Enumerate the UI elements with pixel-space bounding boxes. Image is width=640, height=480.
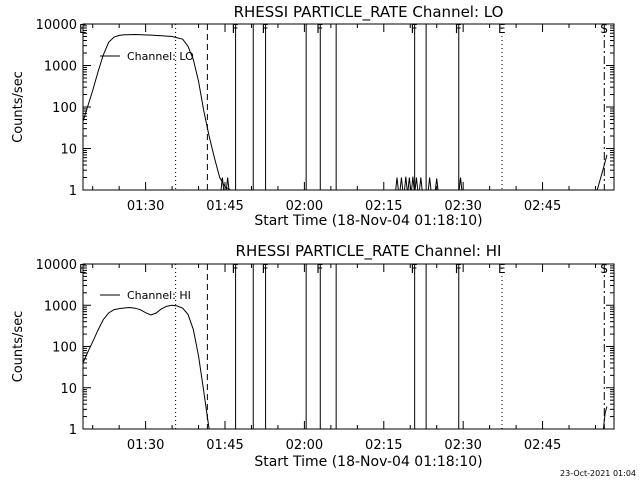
annotation-flag: F [316,22,323,36]
chart-title: RHESSI PARTICLE_RATE Channel: LO [234,3,504,22]
x-tick-label: 02:30 [444,199,481,214]
noise-spike [225,177,230,191]
noise-spike [404,176,408,191]
x-tick-label: 02:00 [286,199,323,214]
y-tick-label: 10000 [36,18,77,33]
chart-title: RHESSI PARTICLE_RATE Channel: HI [236,242,502,261]
footer-timestamp: 23-Oct-2021 01:04 [560,469,636,478]
y-tick-label: 100 [52,341,77,356]
noise-spike [399,177,404,191]
annotation-flag: F [232,22,239,36]
noise-spike [419,177,423,191]
y-tick-label: 10 [60,143,77,158]
plot-frame [82,23,615,191]
annotation-flag: F [411,22,418,36]
x-tick-label: 02:15 [365,199,402,214]
y-tick-label: 10 [60,382,77,397]
annotation-flag: F [232,262,239,276]
annotation-flag: F [455,22,462,36]
x-tick-label: 02:15 [365,438,402,453]
annotation-flag: F [262,22,269,36]
series-line-hi [82,304,210,430]
legend-label: Channel: LO [127,50,194,63]
y-tick-label: 1000 [44,299,77,314]
noise-spike [220,177,225,191]
y-axis-label: Counts/sec [11,71,26,143]
annotation-flag: S [600,22,608,36]
x-tick-label: 02:45 [524,438,561,453]
x-tick-label: 01:45 [206,438,243,453]
legend-label: Channel: HI [127,289,191,302]
annotation-flag: F [262,262,269,276]
annotation-flag: E [79,22,87,36]
chart-panel-lo: RHESSI PARTICLE_RATE Channel: LO 1 10 100 10… [11,3,615,229]
series-tail [596,154,608,191]
annotation-flag: E [498,262,506,276]
y-tick-label: 1 [69,423,77,438]
x-tick-label: 02:00 [286,438,323,453]
noise-spike [395,177,399,191]
noise-spike [458,177,463,191]
x-tick-label: 01:45 [206,199,243,214]
series-line-lo [82,33,231,191]
y-tick-label: 10000 [36,258,77,273]
annotation-flag: E [79,262,87,276]
y-tick-label: 1 [69,184,77,199]
y-tick-label: 100 [52,101,77,116]
annotation-flag: F [411,262,418,276]
x-axis-label: Start Time (18-Nov-04 01:18:10) [254,454,482,470]
annotation-flag: S [600,262,608,276]
noise-spike [427,177,432,191]
annotation-flag: F [316,262,323,276]
annotation-flag: F [455,262,462,276]
noise-spike [411,176,415,191]
annotation-flag: E [498,22,506,36]
noise-spike [434,178,439,191]
x-tick-label: 02:45 [524,199,561,214]
x-tick-label: 01:30 [127,438,164,453]
noise-spike [407,177,412,191]
x-tick-label: 02:30 [444,438,481,453]
x-axis-label: Start Time (18-Nov-04 01:18:10) [254,213,482,229]
y-axis-label: Counts/sec [11,311,26,383]
y-tick-label: 1000 [44,60,77,75]
noise-spike [414,177,419,191]
x-tick-label: 01:30 [127,199,164,214]
chart-panel-hi: RHESSI PARTICLE_RATE Channel: HI 1 10 100 10… [11,242,615,470]
series-tail [602,406,608,430]
